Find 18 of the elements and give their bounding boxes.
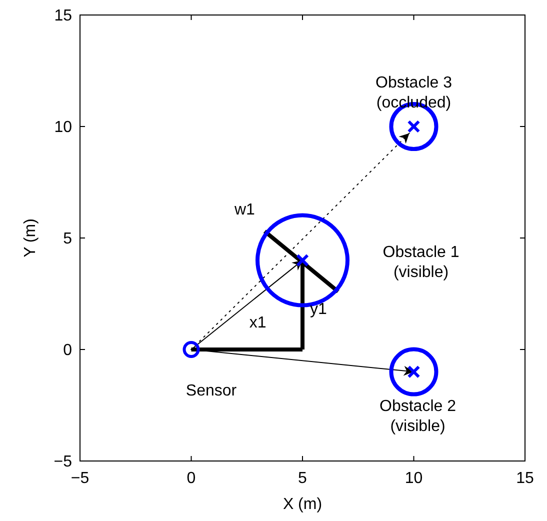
y-tick-label: 10 [54, 119, 72, 136]
annotation: y1 [310, 300, 328, 318]
y-tick-label: −5 [54, 454, 72, 471]
annotation: Obstacle 2 (visible) [380, 398, 456, 435]
annotation: w1 [233, 201, 256, 218]
y-tick-label: 5 [63, 230, 72, 248]
x-tick-label: 15 [516, 470, 534, 487]
x-tick-label: 5 [298, 470, 308, 487]
y-axis-title: Y (m) [22, 218, 39, 258]
x-tick-label: 0 [186, 470, 196, 487]
annotation: Sensor [186, 382, 238, 400]
annotation: x1 [249, 314, 266, 332]
x-axis-title: X (m) [282, 496, 322, 513]
y-tick-label: 0 [63, 342, 72, 360]
y-tick-label: 15 [54, 8, 72, 25]
annotation: Obstacle 1 (visible) [382, 244, 460, 281]
x-tick-label: 10 [404, 470, 423, 487]
annotation: Obstacle 3 (occluded) [376, 74, 452, 112]
